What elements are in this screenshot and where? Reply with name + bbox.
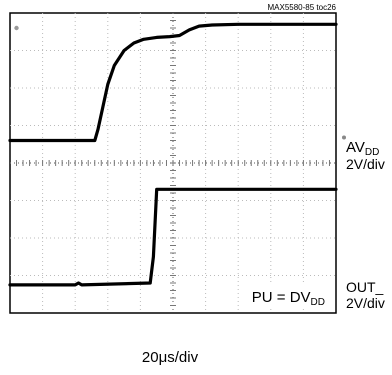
grid	[10, 13, 336, 313]
annotation-box	[240, 283, 329, 307]
series-label-out: OUT_	[346, 279, 384, 295]
annotation-sub: DD	[311, 297, 325, 308]
series-scale-avdd: 2V/div	[346, 156, 385, 172]
channel-marker	[342, 135, 346, 140]
x-axis-label-value: 20	[142, 349, 159, 366]
annotation-main: PU = DV	[252, 289, 311, 306]
trace-avdd	[8, 22, 338, 143]
trigger-marker	[14, 25, 19, 31]
series-scale-out: 2V/div	[346, 295, 385, 311]
figure-id: MAX5580-85 toc26	[268, 3, 337, 12]
series-label-avdd: AVDD	[346, 139, 379, 158]
x-axis-label-unit: μs/div	[159, 349, 199, 366]
series-label-avdd-sub: DD	[365, 147, 379, 158]
x-axis-label: 20μs/div	[142, 349, 199, 366]
trace-out	[8, 187, 338, 287]
series-label-avdd-name: AV	[346, 139, 365, 156]
traces	[8, 22, 346, 287]
annotation: PU = DVDD	[252, 289, 325, 308]
